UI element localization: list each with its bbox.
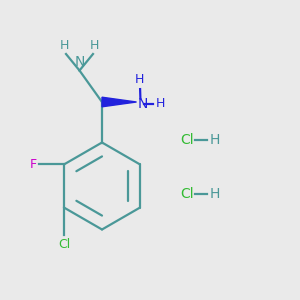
- Text: N: N: [74, 55, 85, 69]
- Text: F: F: [29, 158, 36, 171]
- Text: Cl: Cl: [58, 238, 70, 251]
- Text: H: H: [135, 73, 144, 86]
- Text: H: H: [60, 39, 69, 52]
- Polygon shape: [102, 97, 136, 107]
- Text: Cl: Cl: [180, 187, 194, 200]
- Text: H: H: [209, 187, 220, 200]
- Text: H: H: [90, 39, 99, 52]
- Text: H: H: [155, 97, 165, 110]
- Text: Cl: Cl: [180, 133, 194, 146]
- Text: N: N: [138, 97, 148, 110]
- Text: H: H: [209, 133, 220, 146]
